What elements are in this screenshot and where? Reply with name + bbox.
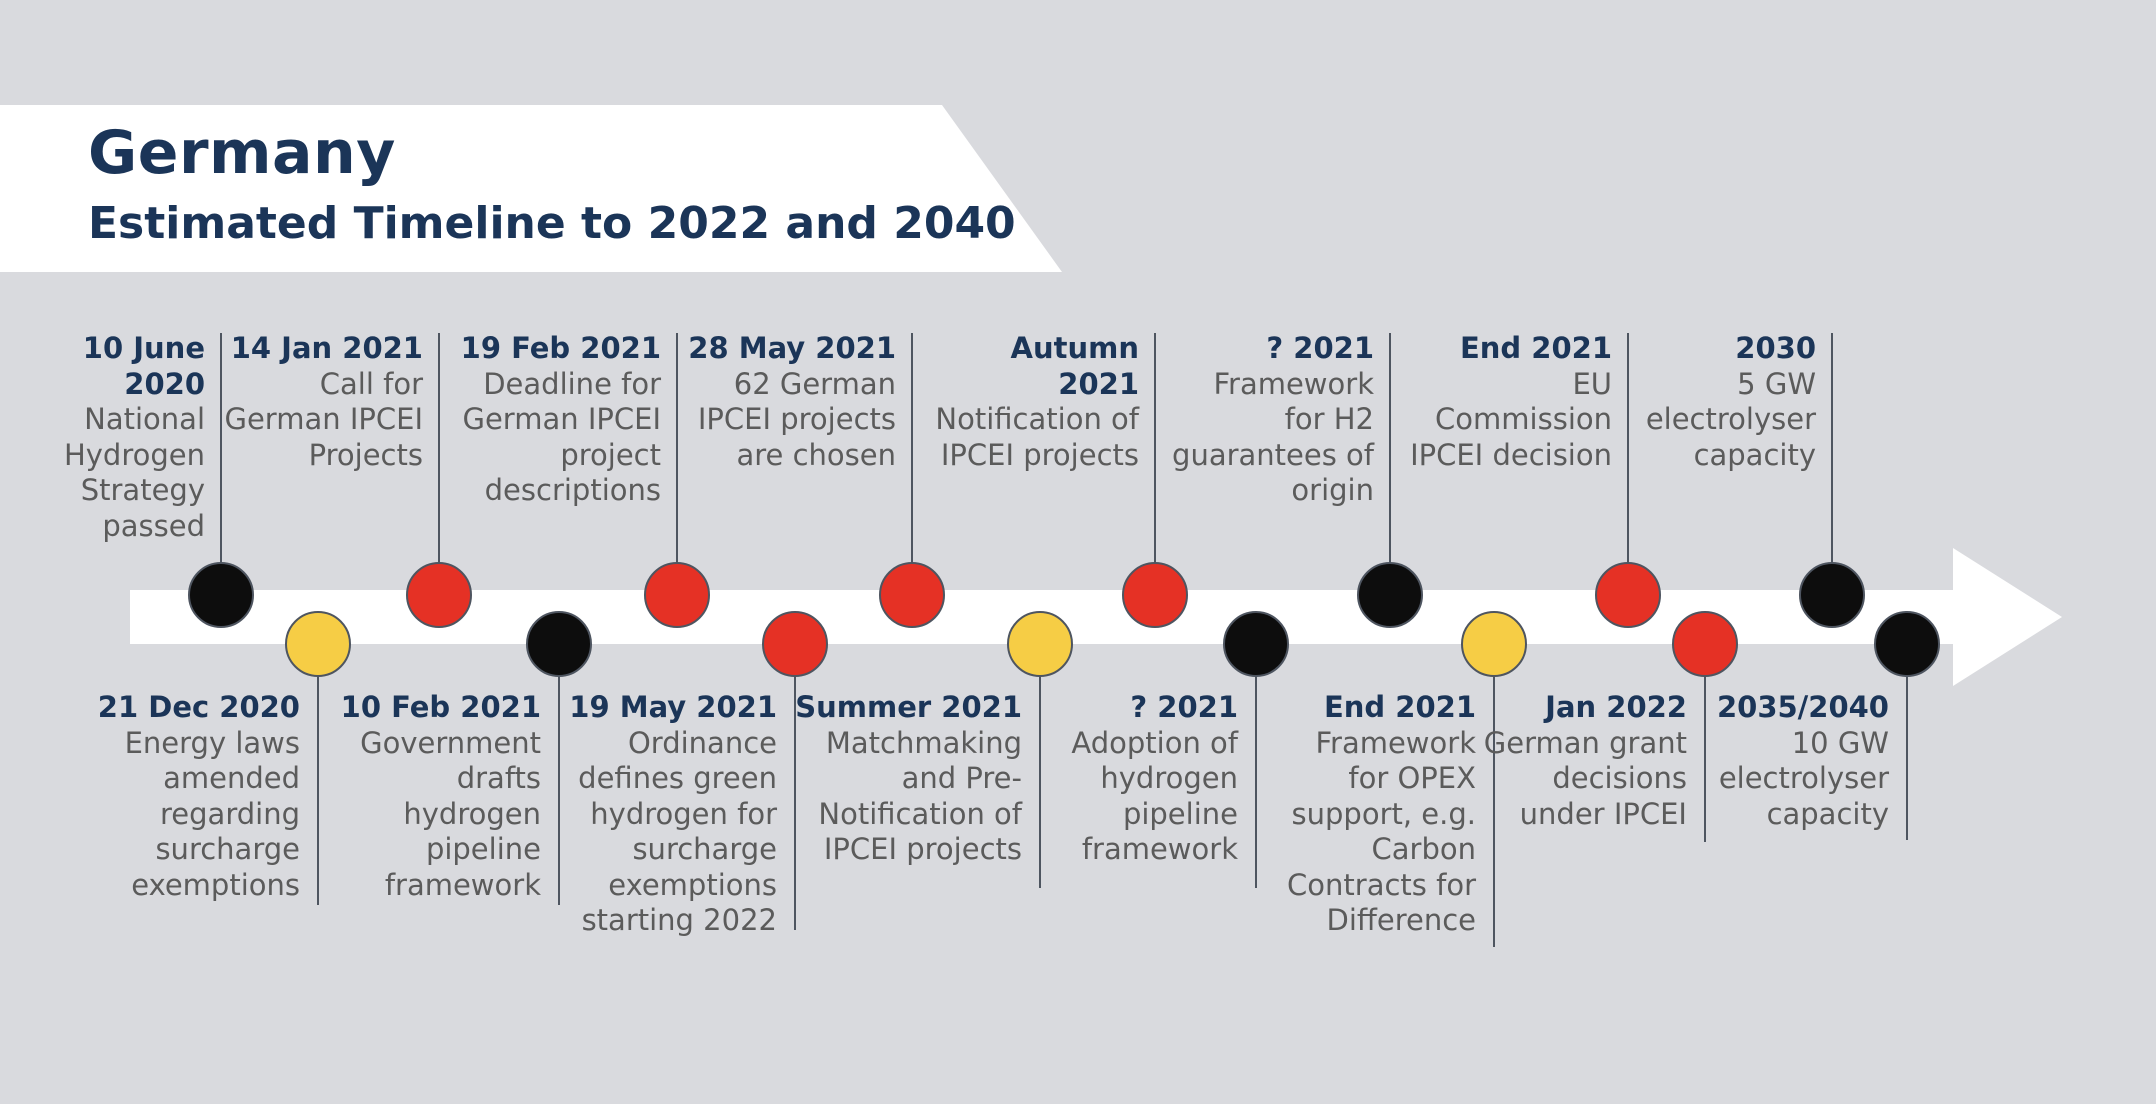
- top-event-marker: [1799, 562, 1865, 628]
- event-description: 5 GW electrolyser capacity: [1645, 366, 1816, 472]
- timeline-arrow: [130, 548, 2062, 686]
- top-event-marker: [1595, 562, 1661, 628]
- event-date: Summer 2021: [795, 690, 1022, 724]
- top-event-marker: [879, 562, 945, 628]
- bottom-event-label: 21 Dec 2020 Energy laws amended regarding…: [0, 690, 300, 903]
- bottom-event-marker: [1874, 611, 1940, 677]
- header-banner: [0, 105, 1062, 272]
- bottom-event-marker: [1007, 611, 1073, 677]
- event-date: Jan 2022: [1545, 690, 1687, 724]
- bottom-event-marker: [762, 611, 828, 677]
- bottom-event-label: Summer 2021 Matchmaking and Pre- Notifica…: [702, 690, 1022, 868]
- top-event-label: 19 Feb 2021 Deadline for German IPCEI pro…: [341, 331, 661, 509]
- event-date: ? 2021: [1266, 331, 1374, 365]
- event-date: End 2021: [1459, 331, 1612, 365]
- event-description: EU Commission IPCEI decision: [1410, 366, 1612, 472]
- bottom-event-label: 2035/2040 10 GW electrolyser capacity: [1569, 690, 1889, 832]
- top-event-label: 14 Jan 2021 Call for German IPCEI Project…: [103, 331, 423, 473]
- bottom-event-marker: [1672, 611, 1738, 677]
- event-description: 10 GW electrolyser capacity: [1718, 725, 1889, 831]
- event-description: Energy laws amended regarding surcharge …: [124, 725, 300, 902]
- top-event-label: Autumn 2021 Notification of IPCEI project…: [819, 331, 1139, 473]
- event-date: ? 2021: [1130, 690, 1238, 724]
- event-description: 62 German IPCEI projects are chosen: [697, 366, 896, 472]
- bottom-event-label: ? 2021 Adoption of hydrogen pipeline fram…: [918, 690, 1238, 868]
- top-event-label: ? 2021 Framework for H2 guarantees of ori…: [1054, 331, 1374, 509]
- page-subtitle: Estimated Timeline to 2022 and 2040: [88, 198, 1016, 249]
- event-date: 28 May 2021: [688, 331, 896, 365]
- event-date: 10 Feb 2021: [340, 690, 541, 724]
- top-event-label: 10 June 2020 National Hydrogen Strategy p…: [0, 331, 205, 544]
- event-description: Framework for H2 guarantees of origin: [1172, 366, 1374, 508]
- top-event-marker: [406, 562, 472, 628]
- event-description: National Hydrogen Strategy passed: [63, 402, 205, 543]
- bottom-event-marker: [1461, 611, 1527, 677]
- event-date: 21 Dec 2020: [97, 690, 300, 724]
- bottom-event-marker: [1223, 611, 1289, 677]
- top-event-marker: [1357, 562, 1423, 628]
- bottom-event-label: 10 Feb 2021 Government drafts hydrogen pi…: [221, 690, 541, 903]
- bottom-event-label: Jan 2022 German grant decisions under IPC…: [1367, 690, 1687, 832]
- event-date: 2030: [1735, 331, 1816, 365]
- event-date: End 2021: [1323, 690, 1476, 724]
- event-date: 19 Feb 2021: [460, 331, 661, 365]
- event-description: Matchmaking and Pre- Notification of IPC…: [818, 725, 1022, 867]
- event-description: Deadline for German IPCEI project descri…: [462, 366, 661, 508]
- event-date: Autumn 2021: [1010, 331, 1139, 401]
- page-title: Germany: [88, 118, 396, 188]
- top-event-marker: [188, 562, 254, 628]
- event-date: 14 Jan 2021: [230, 331, 423, 365]
- event-description: Framework for OPEX support, e.g. Carbon …: [1287, 725, 1476, 938]
- bottom-event-marker: [526, 611, 592, 677]
- event-description: Call for German IPCEI Projects: [224, 366, 423, 472]
- event-date: 2035/2040: [1716, 690, 1889, 724]
- event-description: Government drafts hydrogen pipeline fram…: [360, 725, 541, 902]
- top-event-marker: [1122, 562, 1188, 628]
- event-description: Notification of IPCEI projects: [935, 402, 1139, 472]
- top-event-marker: [644, 562, 710, 628]
- top-event-label: 2030 5 GW electrolyser capacity: [1496, 331, 1816, 473]
- event-description: Ordinance defines green hydrogen for sur…: [578, 725, 777, 938]
- bottom-event-label: End 2021 Framework for OPEX support, e.g.…: [1156, 690, 1476, 939]
- event-date: 19 May 2021: [569, 690, 777, 724]
- top-event-label: 28 May 2021 62 German IPCEI projects are …: [576, 331, 896, 473]
- event-description: German grant decisions under IPCEI: [1483, 725, 1687, 831]
- bottom-event-marker: [285, 611, 351, 677]
- top-event-label: End 2021 EU Commission IPCEI decision: [1292, 331, 1612, 473]
- event-description: Adoption of hydrogen pipeline framework: [1071, 725, 1238, 867]
- event-date: 10 June 2020: [82, 331, 205, 401]
- bottom-event-label: 19 May 2021 Ordinance defines green hydro…: [457, 690, 777, 939]
